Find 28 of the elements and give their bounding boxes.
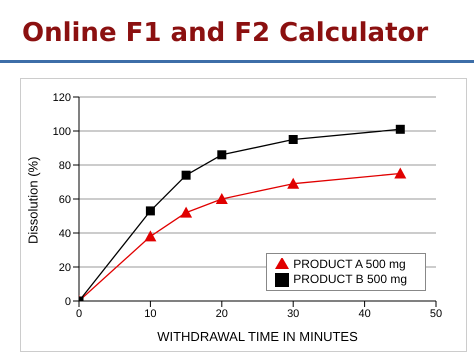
point: [144, 230, 156, 242]
x-tick-label: 50: [430, 308, 442, 320]
x-axis-title: WITHDRAWAL TIME IN MINUTES: [157, 329, 358, 344]
y-tick-label: 80: [58, 160, 71, 172]
x-tick-label: 0: [76, 308, 82, 320]
point: [287, 178, 300, 189]
point: [217, 150, 226, 160]
x-tick-label: 10: [144, 308, 157, 320]
y-axis-title: Dissolution (%): [26, 156, 41, 244]
legend-label: PRODUCT A 500 mg: [293, 257, 406, 272]
point: [180, 206, 192, 218]
point: [146, 206, 155, 216]
y-tick-label: 60: [58, 194, 71, 206]
point: [216, 193, 228, 204]
y-tick-label: 0: [64, 296, 71, 308]
legend-label: PRODUCT B 500 mg: [293, 272, 407, 286]
x-tick-label: 40: [358, 308, 371, 320]
y-tick-label: 100: [52, 126, 71, 138]
point: [394, 168, 406, 178]
y-tick-label: 40: [58, 228, 71, 240]
point: [288, 135, 298, 144]
y-tick-label: 120: [52, 92, 71, 104]
x-tick-label: 20: [216, 308, 228, 320]
point: [396, 124, 405, 134]
y-tick-label: 20: [58, 262, 71, 274]
x-tick-label: 30: [287, 308, 300, 320]
point: [182, 170, 191, 180]
chart-title: Online F1 and F2 Calculator: [21, 17, 430, 50]
